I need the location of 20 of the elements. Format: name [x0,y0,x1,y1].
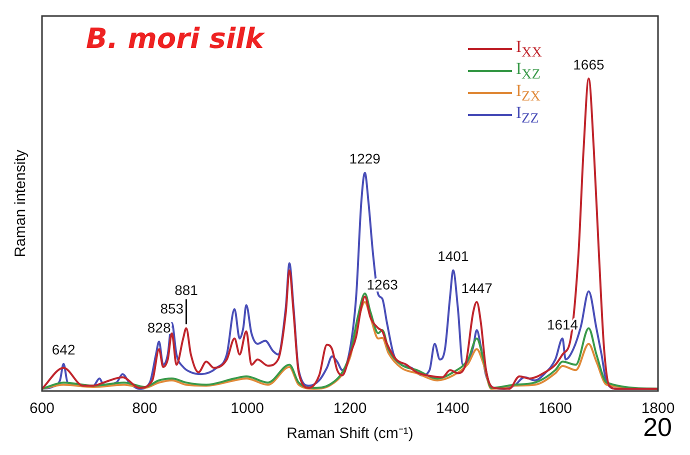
legend-label: I$_{ZX}$ [516,80,540,104]
x-axis-title: Raman Shift (cm⁻¹) [286,425,414,442]
y-axis-title: Raman intensity [12,149,30,258]
x-tick-label: 1600 [538,400,572,418]
annotation: 1665 [573,56,604,72]
legend-label: I$_{XZ}$ [516,58,540,82]
x-tick-label: 600 [29,400,55,418]
chart-title: B. mori silk [86,22,264,55]
x-tick-label: 800 [132,400,158,418]
legend-label: I$_{XX}$ [516,36,542,60]
annotation: 853 [160,300,184,317]
legend-label: I$_{ZZ}$ [516,102,539,128]
annotation: 1447 [461,280,493,296]
x-tick-label: 1400 [436,400,470,418]
annotation: 1229 [349,150,381,167]
x-tick-label: 1000 [230,400,264,418]
x-tick-label: 1200 [333,400,367,418]
annotation: 881 [174,282,198,298]
annotation: 1401 [438,248,469,264]
annotation: 642 [52,342,76,358]
